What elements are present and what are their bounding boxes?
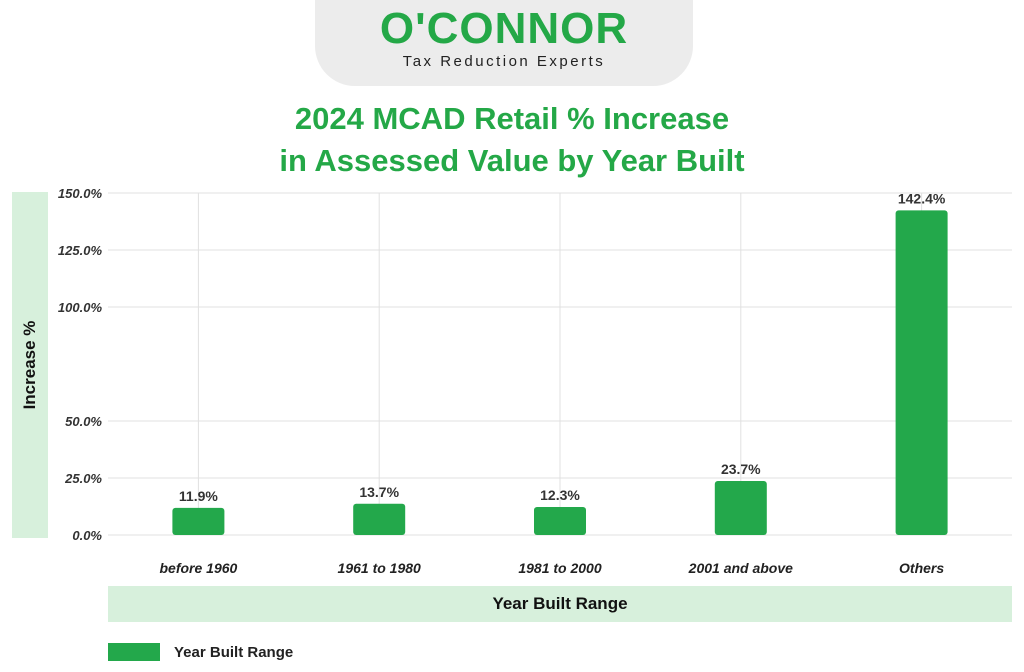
y-tick-label: 125.0% (58, 243, 103, 258)
logo-tagline: Tax Reduction Experts (402, 53, 606, 70)
y-axis-label-panel (12, 192, 48, 538)
chart-title-line-1: 2024 MCAD Retail % Increase (294, 101, 730, 136)
bar (895, 210, 948, 535)
bar (353, 503, 406, 535)
data-label: 23.7% (721, 461, 761, 477)
x-category-label: before 1960 (159, 560, 237, 576)
y-tick-label: 0.0% (72, 528, 102, 543)
x-category-label: 1961 to 1980 (338, 560, 421, 576)
logo-wordmark: O'CONNOR (379, 4, 629, 53)
y-tick-label: 50.0% (65, 414, 102, 429)
logo-tab: O'CONNOR Tax Reduction Experts (315, 0, 693, 86)
x-axis-label-panel: Year Built Range (108, 586, 1012, 622)
x-axis-label: Year Built Range (492, 594, 628, 613)
legend-label: Year Built Range (174, 643, 294, 661)
chart-title-line-2: in Assessed Value by Year Built (279, 143, 745, 178)
y-tick-label: 150.0% (58, 186, 103, 201)
x-category-label: Others (899, 560, 944, 576)
y-tick-label: 25.0% (64, 471, 102, 486)
legend-swatch (108, 643, 160, 661)
x-category-label: 2001 and above (688, 560, 793, 576)
bar (534, 506, 586, 535)
data-label: 13.7% (359, 484, 399, 500)
data-label: 12.3% (540, 487, 580, 503)
legend: Year Built Range (108, 641, 293, 663)
data-label: 11.9% (179, 488, 218, 504)
bar (714, 480, 767, 535)
chart-title: 2024 MCAD Retail % Increase in Assessed … (0, 98, 1024, 182)
data-label: 142.4% (898, 190, 946, 206)
x-category-label: 1981 to 2000 (518, 560, 601, 576)
y-tick-label: 100.0% (58, 300, 103, 315)
bar (172, 507, 225, 535)
